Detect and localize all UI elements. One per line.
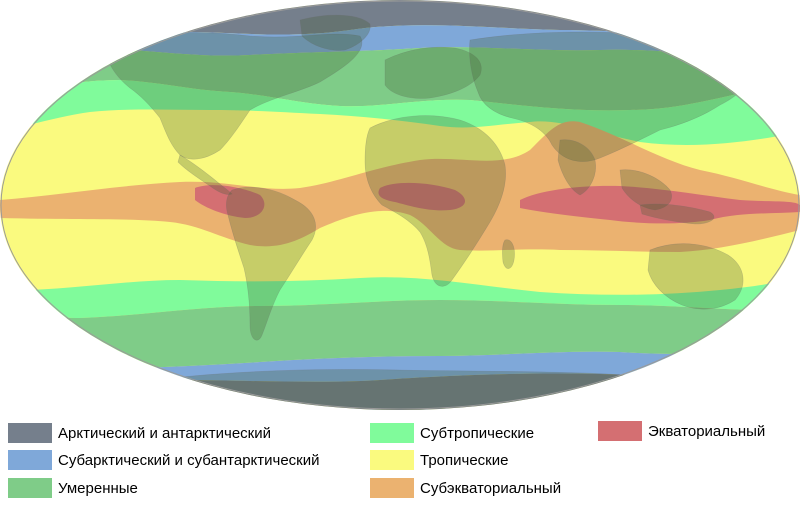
legend-swatch-subtropical bbox=[370, 423, 414, 443]
land-antarctica bbox=[107, 370, 722, 410]
legend-swatch-arctic bbox=[8, 423, 52, 443]
legend-label-equatorial: Экваториальный bbox=[648, 423, 765, 440]
legend-swatch-subarctic bbox=[8, 450, 52, 470]
legend-item-subarctic: Субарктический и субантарктический bbox=[8, 449, 320, 471]
legend-label-subarctic: Субарктический и субантарктический bbox=[58, 452, 320, 469]
climate-map bbox=[0, 0, 800, 410]
legend-swatch-tropical bbox=[370, 450, 414, 470]
land-new-zealand bbox=[762, 300, 773, 319]
legend-item-temperate: Умеренные bbox=[8, 477, 138, 499]
legend-item-subtropical: Субтропические bbox=[370, 422, 534, 444]
land-madagascar bbox=[502, 240, 514, 269]
legend-label-subequatorial: Субэкваториальный bbox=[420, 480, 561, 497]
legend-swatch-subequatorial bbox=[370, 478, 414, 498]
legend-label-tropical: Тропические bbox=[420, 452, 508, 469]
legend-item-arctic: Арктический и антарктический bbox=[8, 422, 271, 444]
legend-item-subequatorial: Субэкваториальный bbox=[370, 477, 561, 499]
legend-swatch-temperate bbox=[8, 478, 52, 498]
legend-label-subtropical: Субтропические bbox=[420, 425, 534, 442]
legend: Арктический и антарктический Субарктичес… bbox=[0, 418, 800, 507]
legend-item-equatorial: Экваториальный bbox=[598, 420, 765, 442]
legend-swatch-equatorial bbox=[598, 421, 642, 441]
legend-item-tropical: Тропические bbox=[370, 449, 508, 471]
legend-label-arctic: Арктический и антарктический bbox=[58, 425, 271, 442]
legend-label-temperate: Умеренные bbox=[58, 480, 138, 497]
